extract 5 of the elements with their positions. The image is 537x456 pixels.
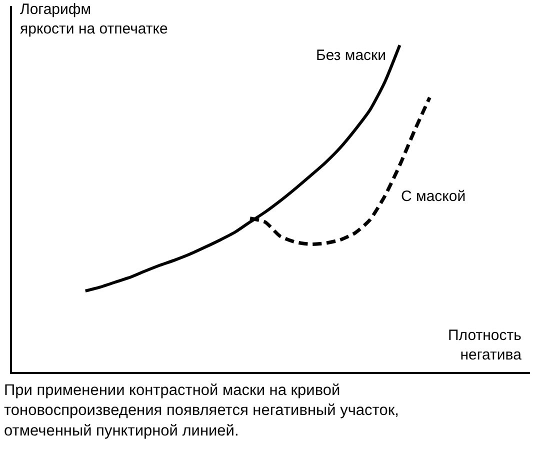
x-axis-title: Плотность негатива [448, 327, 522, 364]
series-label: Без маски [316, 47, 386, 64]
text: При применении контрастной маски на кривой тоновоспроизведения появляется негативный участок, отмеченный пунктирной линией. [4, 382, 399, 440]
y-axis-title: Логарифм яркости на отпечатке [20, 1, 168, 38]
series-label: С маской [401, 188, 466, 205]
